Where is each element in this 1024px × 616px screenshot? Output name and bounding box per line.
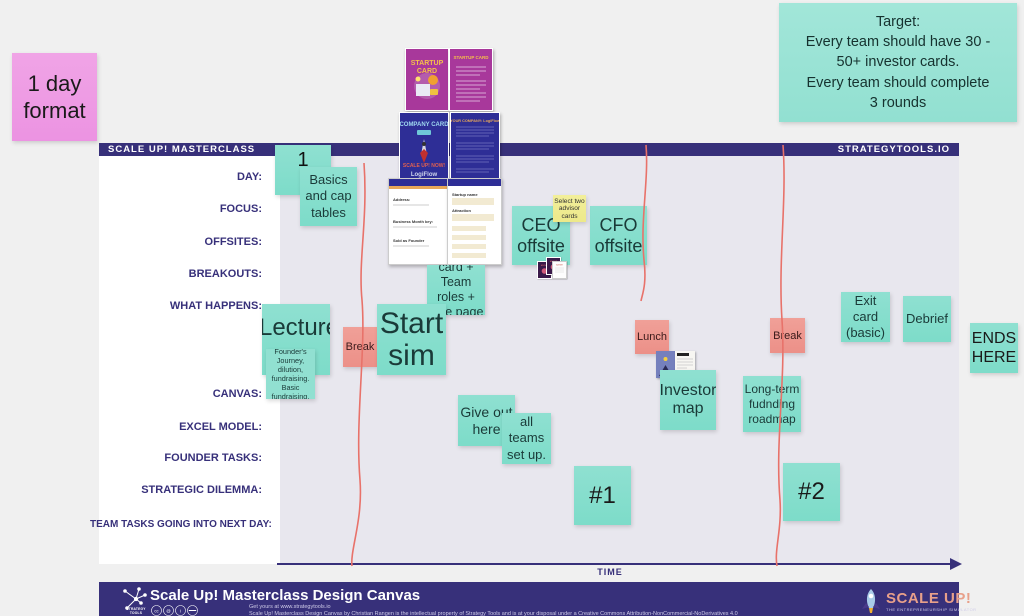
svg-text:COMPANY CARD: COMPANY CARD (400, 122, 448, 128)
svg-text:cc: cc (154, 608, 158, 613)
svg-text:@: @ (166, 608, 170, 613)
svg-text:i: i (180, 608, 181, 613)
svg-text:Business Month key:: Business Month key: (393, 219, 433, 224)
svg-text:Startup name: Startup name (452, 192, 478, 197)
svg-text:STARTUP CARD: STARTUP CARD (453, 55, 489, 60)
svg-text:Address:: Address: (393, 197, 410, 202)
svg-text:Attraction: Attraction (452, 208, 471, 213)
svg-text:ADVISOR: ADVISOR (556, 264, 562, 267)
svg-text:STARTUP: STARTUP (411, 60, 444, 67)
svg-text:SCALE UP! NOW!: SCALE UP! NOW! (403, 163, 446, 169)
svg-text:YOUR COMPANY: LogiFlow: YOUR COMPANY: LogiFlow (451, 119, 499, 123)
svg-text:Sold as Founder: Sold as Founder (393, 238, 425, 243)
